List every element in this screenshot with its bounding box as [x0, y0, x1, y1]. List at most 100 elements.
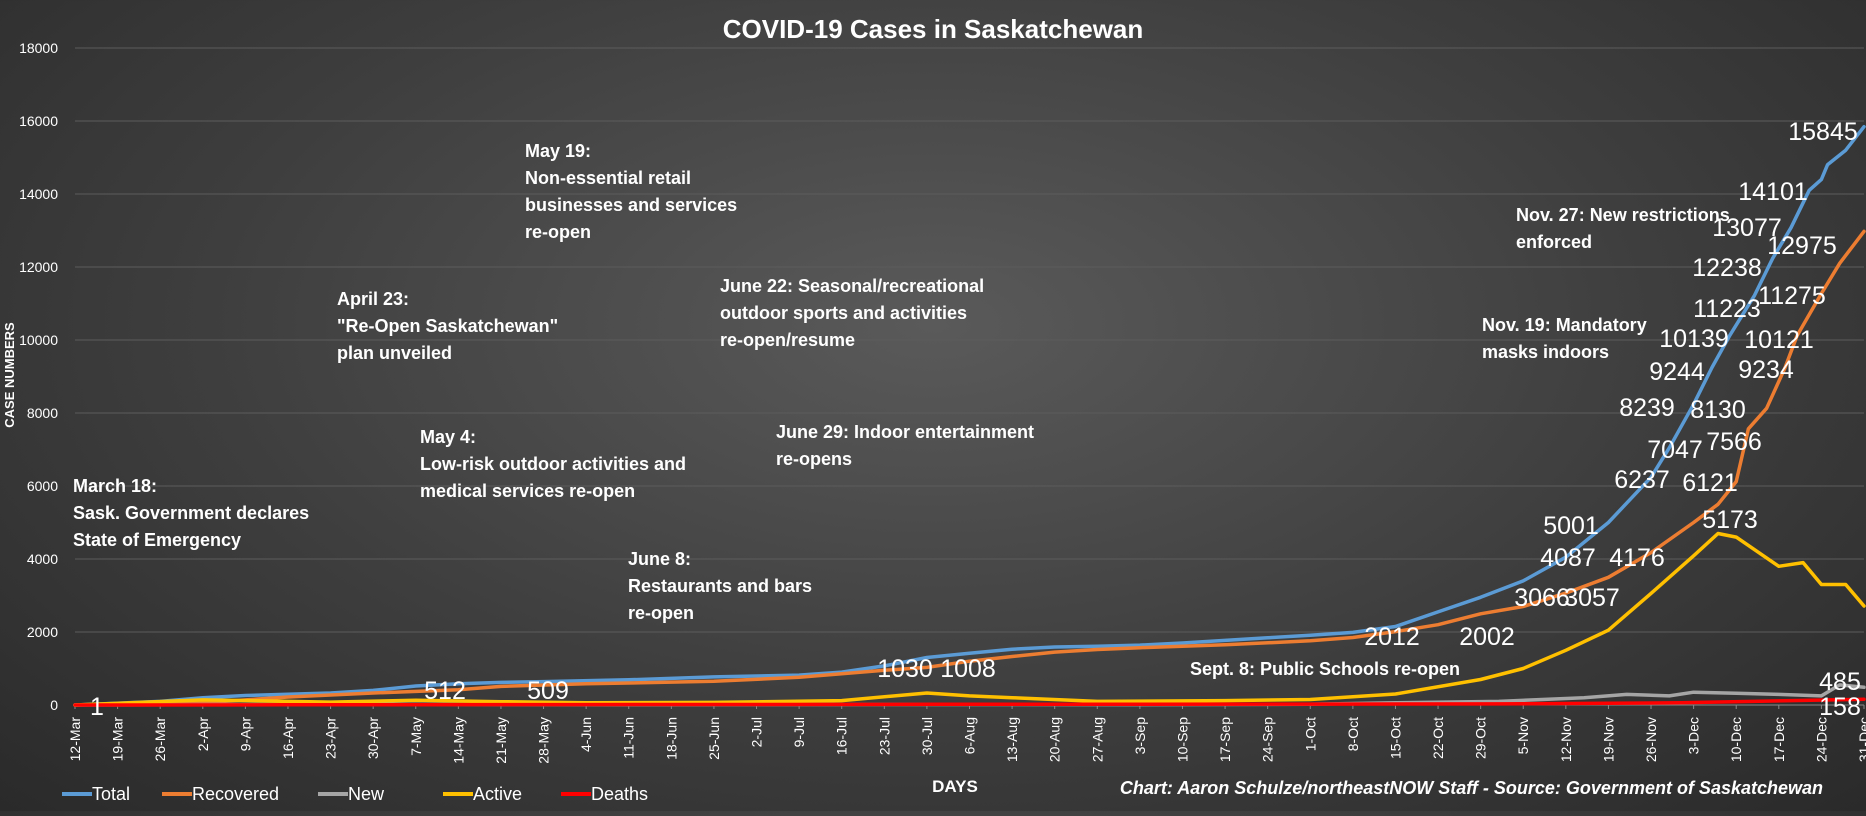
annotation-line: May 4: [420, 427, 476, 447]
data-label-recovered: 7566 [1706, 428, 1762, 456]
y-tick-label: 8000 [27, 405, 58, 421]
annotation-line: June 22: Seasonal/recreational [720, 276, 984, 296]
x-tick-label: 20-Aug [1047, 717, 1063, 762]
data-label-recovered: 11275 [1758, 282, 1826, 310]
annotation: June 22: Seasonal/recreational outdoor sp… [720, 276, 984, 350]
annotation: June 8: Restaurants and bars re-open [628, 549, 812, 623]
x-tick-label: 9-Jul [791, 717, 807, 747]
annotation-line: State of Emergency [73, 530, 241, 550]
x-tick-label: 21-May [493, 717, 509, 764]
x-tick-label: 25-Jun [706, 717, 722, 760]
data-label-recovered: 8130 [1690, 396, 1746, 424]
series-lines [73, 124, 1866, 707]
x-tick-label: 17-Dec [1771, 717, 1787, 762]
data-label-recovered: 2012 [1364, 623, 1420, 651]
annotation-line: medical services re-open [420, 481, 635, 501]
annotation-line: re-open [525, 222, 591, 242]
data-label-new: 485 [1819, 668, 1861, 696]
legend-item-active: Active [443, 784, 522, 804]
annotation-line: Nov. 19: Mandatory [1482, 315, 1647, 335]
annotation: Sept. 8: Public Schools re-open [1190, 659, 1460, 679]
y-tick-label: 18000 [19, 40, 58, 56]
annotation: May 4: Low-risk outdoor activities and med… [420, 427, 686, 501]
annotation: May 19: Non-essential retail businesses an… [525, 141, 737, 242]
data-label-total: 3066 [1514, 584, 1570, 612]
data-label-recovered: 1008 [940, 655, 996, 683]
series-line-total [73, 124, 1866, 707]
annotation-line: Sask. Government declares [73, 503, 309, 523]
x-tick-label: 10-Sep [1174, 717, 1190, 762]
annotations: March 18: Sask. Government declares State … [73, 141, 1730, 679]
data-label-active: 5173 [1702, 506, 1758, 534]
annotation-line: re-open/resume [720, 330, 855, 350]
x-tick-label: 13-Aug [1004, 717, 1020, 762]
x-tick-label: 2-Jul [749, 717, 765, 747]
data-label-recovered: 6121 [1682, 469, 1738, 497]
legend-label: New [348, 784, 385, 804]
x-tick-label: 12-Mar [67, 717, 83, 762]
legend-label: Recovered [192, 784, 279, 804]
annotation-line: "Re-Open Saskatchewan" [337, 316, 558, 336]
y-tick-label: 0 [50, 697, 58, 713]
x-tick-label: 2-Apr [195, 717, 211, 752]
y-axis-label: CASE NUMBERS [2, 322, 17, 428]
data-label-active: 4176 [1609, 544, 1665, 572]
legend-item-total: Total [62, 784, 130, 804]
annotation-line: June 8: [628, 549, 691, 569]
annotation-line: re-opens [776, 449, 852, 469]
x-tick-label: 8-Oct [1345, 717, 1361, 751]
data-label-recovered: 2002 [1459, 623, 1515, 651]
data-label-recovered: 10121 [1744, 326, 1814, 354]
data-label-total: 9244 [1649, 358, 1705, 386]
x-tick-label: 1-Oct [1302, 717, 1318, 751]
annotation: April 23: "Re-Open Saskatchewan" plan unve… [337, 289, 558, 363]
annotation-line: masks indoors [1482, 342, 1609, 362]
x-tick-label: 17-Sep [1217, 717, 1233, 762]
x-tick-label: 3-Dec [1686, 717, 1702, 754]
y-tick-label: 6000 [27, 478, 58, 494]
x-tick-label: 19-Mar [110, 717, 126, 762]
annotation-line: May 19: [525, 141, 591, 161]
y-tick-label: 2000 [27, 624, 58, 640]
data-label-total: 8239 [1619, 394, 1675, 422]
x-tick-label: 9-Apr [237, 717, 253, 752]
x-tick-label: 23-Apr [323, 717, 339, 759]
axes: COVID-19 Cases in Saskatchewan CASE NUMB… [2, 14, 1866, 798]
legend: Total Recovered New Active Deaths [62, 784, 648, 804]
x-tick-label: 26-Nov [1643, 717, 1659, 762]
annotation: March 18: Sask. Government declares State … [73, 476, 309, 550]
x-tick-label: 6-Aug [962, 717, 978, 754]
annotation-line: Non-essential retail [525, 168, 691, 188]
x-tick-label: 5-Nov [1515, 717, 1531, 754]
x-tick-label: 27-Aug [1089, 717, 1105, 762]
annotation-line: Restaurants and bars [628, 576, 812, 596]
chart-credit: Chart: Aaron Schulze/northeastNOW Staff … [1120, 778, 1823, 798]
annotation-line: plan unveiled [337, 343, 452, 363]
data-label-total: 1030 [877, 655, 933, 683]
data-label-total: 7047 [1647, 436, 1703, 464]
series-line-deaths [73, 697, 1866, 707]
annotation: June 29: Indoor entertainment re-opens [776, 422, 1034, 469]
legend-item-recovered: Recovered [162, 784, 279, 804]
annotation: Nov. 27: New restrictions enforced [1516, 205, 1730, 252]
annotation-line: Low-risk outdoor activities and [420, 454, 686, 474]
legend-label: Total [92, 784, 130, 804]
data-label-total: 6237 [1614, 466, 1670, 494]
x-tick-label: 29-Oct [1473, 717, 1489, 759]
legend-label: Deaths [591, 784, 648, 804]
annotation-line: Sept. 8: Public Schools re-open [1190, 659, 1460, 679]
x-tick-label: 28-May [536, 717, 552, 764]
x-tick-label: 11-Jun [621, 717, 637, 759]
data-label-deaths: 158 [1819, 693, 1861, 721]
x-tick-label: 18-Jun [663, 717, 679, 760]
annotation: Nov. 19: Mandatory masks indoors [1482, 315, 1647, 362]
data-label-total: 10139 [1659, 325, 1729, 353]
gridlines [74, 47, 1865, 709]
x-tick-label: 24-Sep [1260, 717, 1276, 762]
y-tick-label: 4000 [27, 551, 58, 567]
annotation-line: businesses and services [525, 195, 737, 215]
y-tick-label: 14000 [19, 186, 58, 202]
data-label-total: 12238 [1692, 254, 1762, 282]
data-label-total: 15845 [1788, 118, 1858, 146]
